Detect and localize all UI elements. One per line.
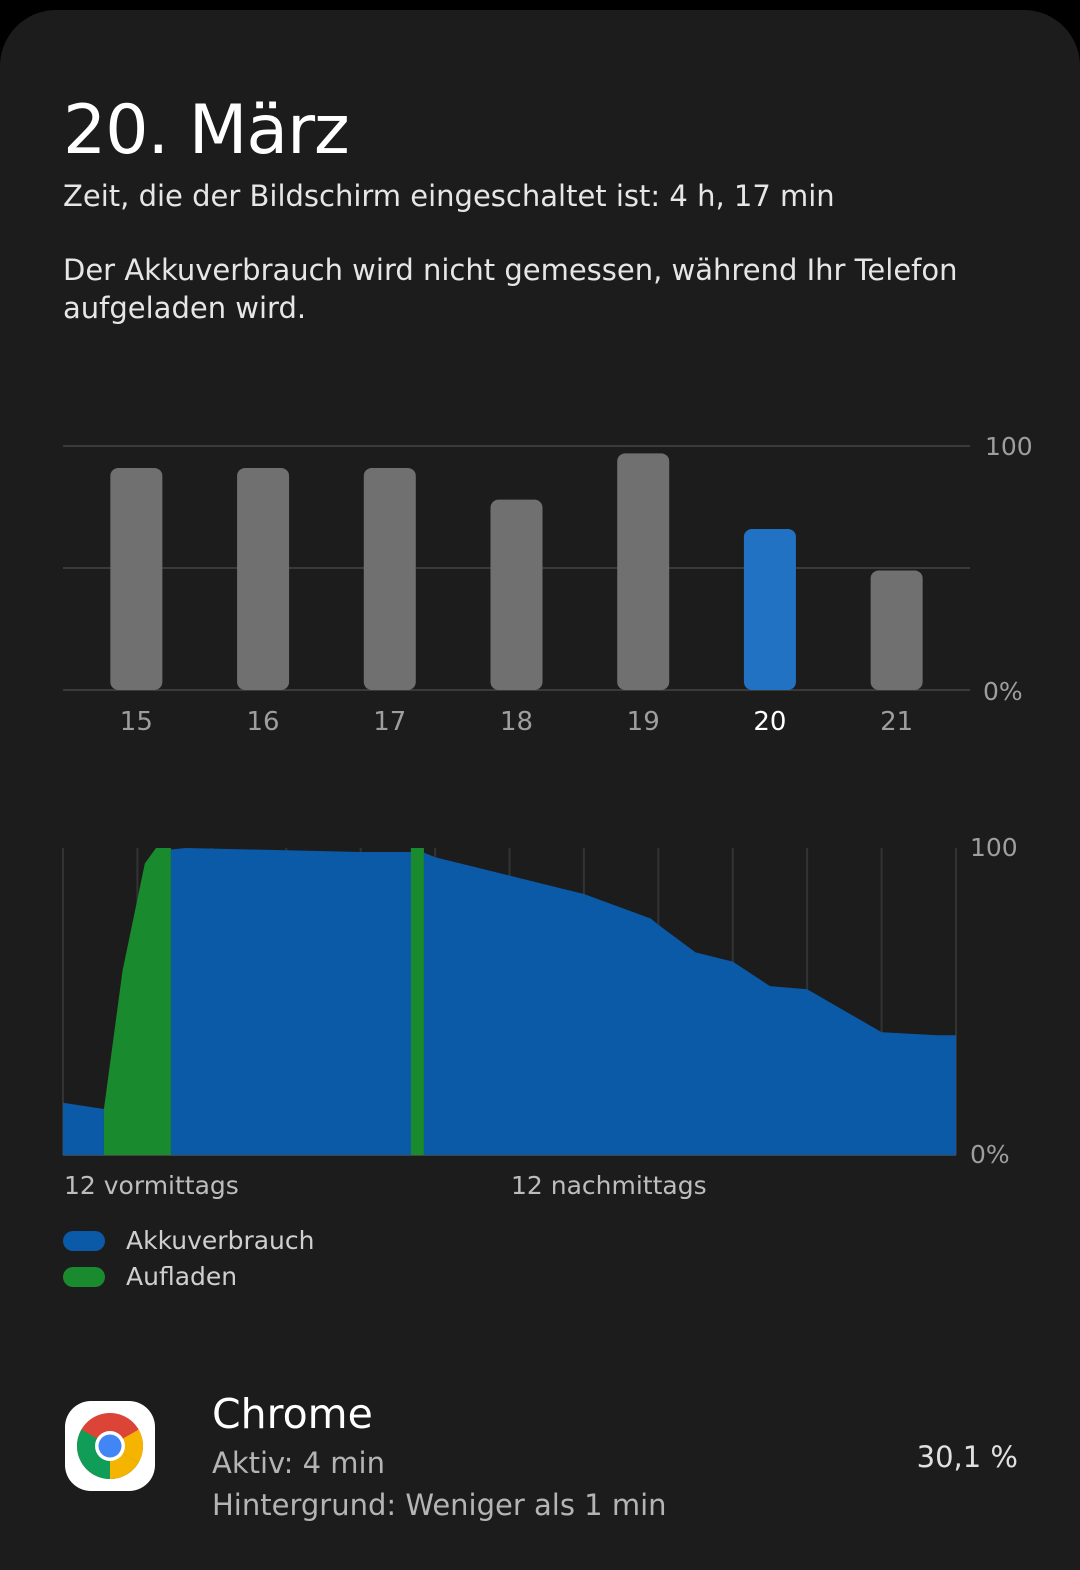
daily-usage-bar-chart[interactable]: 15 16 17 18 19 20 21 100 0% [0,420,1080,750]
area-xlabel-start: 12 vormittags [64,1171,239,1200]
app-name: Chrome [212,1390,373,1438]
day-bar-19[interactable] [617,453,670,690]
legend-label-charging: Aufladen [126,1262,238,1291]
screen-time-text: Zeit, die der Bildschirm eingeschaltet i… [63,179,835,213]
day-bar-21[interactable] [870,570,923,690]
legend-label-usage: Akkuverbrauch [126,1226,315,1255]
day-bar-15[interactable] [110,467,163,690]
day-label-18[interactable]: 18 [500,707,533,737]
bar-ytick-min: 0% [983,677,1023,706]
day-label-15[interactable]: 15 [120,707,153,737]
day-bar-18[interactable] [490,499,543,690]
bar-ytick-max: 100 [985,432,1033,461]
area-ytick-min: 0% [970,1140,1010,1169]
area-ytick-max: 100 [970,833,1018,862]
day-label-16[interactable]: 16 [247,707,280,737]
app-background-time: Hintergrund: Weniger als 1 min [212,1488,667,1522]
usage-area-0 [63,1102,104,1155]
day-label-17[interactable]: 17 [373,707,406,737]
legend-swatch-charging [63,1267,105,1287]
battery-level-area-chart: 100 0% 12 vormittags 12 nachmittags [62,833,1018,1200]
legend-swatch-usage [63,1231,105,1251]
battery-usage-sheet: 20. März Zeit, die der Bildschirm einges… [0,10,1080,1570]
day-bar-20[interactable] [743,528,796,690]
usage-area-2 [423,852,956,1155]
day-label-21[interactable]: 21 [880,707,913,737]
charging-note: Der Akkuverbrauch wird nicht gemessen, w… [63,253,958,325]
day-bar-16[interactable] [237,467,290,690]
date-title: 20. März [63,91,350,170]
chrome-icon [65,1401,155,1491]
usage-area-1 [170,848,413,1155]
app-usage-row-chrome[interactable]: Chrome Aktiv: 4 min Hintergrund: Weniger… [0,1378,1080,1558]
day-label-20[interactable]: 20 [753,707,786,737]
area-xlabel-mid: 12 nachmittags [511,1171,707,1200]
day-label-19[interactable]: 19 [627,707,660,737]
day-bar-17[interactable] [363,467,416,690]
charging-area-1 [410,848,424,1155]
charging-area-0 [103,848,171,1155]
app-active-time: Aktiv: 4 min [212,1446,385,1480]
app-usage-percent: 30,1 % [916,1440,1018,1474]
